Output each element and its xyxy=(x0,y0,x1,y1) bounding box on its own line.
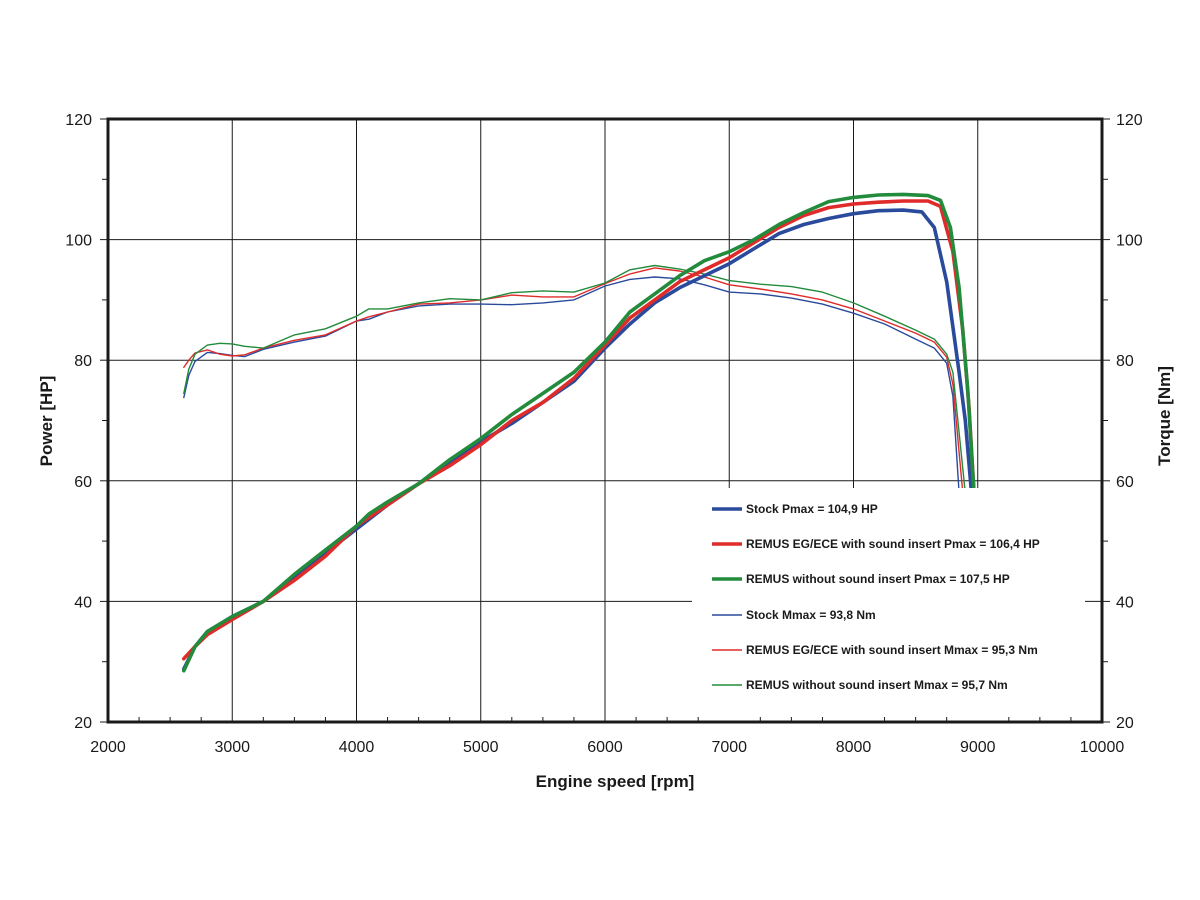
legend-entry: REMUS without sound insert Pmax = 107,5 … xyxy=(746,572,1010,586)
x-tick-label: 7000 xyxy=(711,739,747,756)
x-axis-title: Engine speed [rpm] xyxy=(536,772,695,791)
legend-entry: REMUS EG/ECE with sound insert Mmax = 95… xyxy=(746,643,1038,657)
x-tick-label: 2000 xyxy=(90,739,126,756)
y-tick-label-right: 100 xyxy=(1116,233,1143,250)
y-tick-label-left: 120 xyxy=(65,112,92,129)
series-line-4 xyxy=(183,276,960,494)
y-tick-label-left: 20 xyxy=(74,715,92,732)
x-tick-label: 6000 xyxy=(587,739,623,756)
legend-entry: Stock Pmax = 104,9 HP xyxy=(746,502,878,516)
series-line-2 xyxy=(182,199,976,661)
x-tick-label: 9000 xyxy=(960,739,996,756)
legend-background xyxy=(692,488,1085,708)
series-lines xyxy=(182,192,976,673)
y-tick-label-left: 40 xyxy=(74,594,92,611)
y-tick-label-left: 80 xyxy=(74,353,92,370)
y-tick-label-right: 40 xyxy=(1116,594,1134,611)
plot-frame xyxy=(106,117,1104,724)
x-tick-label: 5000 xyxy=(463,739,499,756)
x-tick-label: 4000 xyxy=(339,739,375,756)
y-axis-title-right: Torque [Nm] xyxy=(1155,366,1174,466)
y-tick-label-left: 60 xyxy=(74,474,92,491)
series-line-5 xyxy=(183,267,964,494)
series-line-3 xyxy=(182,192,976,673)
y-axis-title-left: Power [HP] xyxy=(37,376,56,467)
legend-entry: Stock Mmax = 93,8 Nm xyxy=(746,608,876,622)
y-tick-label-right: 60 xyxy=(1116,474,1134,491)
x-tick-label: 8000 xyxy=(836,739,872,756)
legend: Stock Pmax = 104,9 HP REMUS EG/ECE with s… xyxy=(692,488,1085,708)
y-tick-label-right: 120 xyxy=(1116,112,1143,129)
x-tick-label: 10000 xyxy=(1080,739,1125,756)
y-tick-label-right: 80 xyxy=(1116,353,1134,370)
series-line-6 xyxy=(183,264,966,494)
legend-entry: REMUS EG/ECE with sound insert Pmax = 10… xyxy=(746,537,1040,551)
y-tick-label-left: 100 xyxy=(65,233,92,250)
axis-ticks: 2000 3000 4000 5000 6000 7000 8000 9000 10000 20 4… xyxy=(65,112,1143,756)
legend-entry: REMUS without sound insert Mmax = 95,7 N… xyxy=(746,678,1008,692)
series-line-1 xyxy=(182,208,974,671)
x-tick-label: 3000 xyxy=(214,739,250,756)
y-tick-label-right: 20 xyxy=(1116,715,1134,732)
